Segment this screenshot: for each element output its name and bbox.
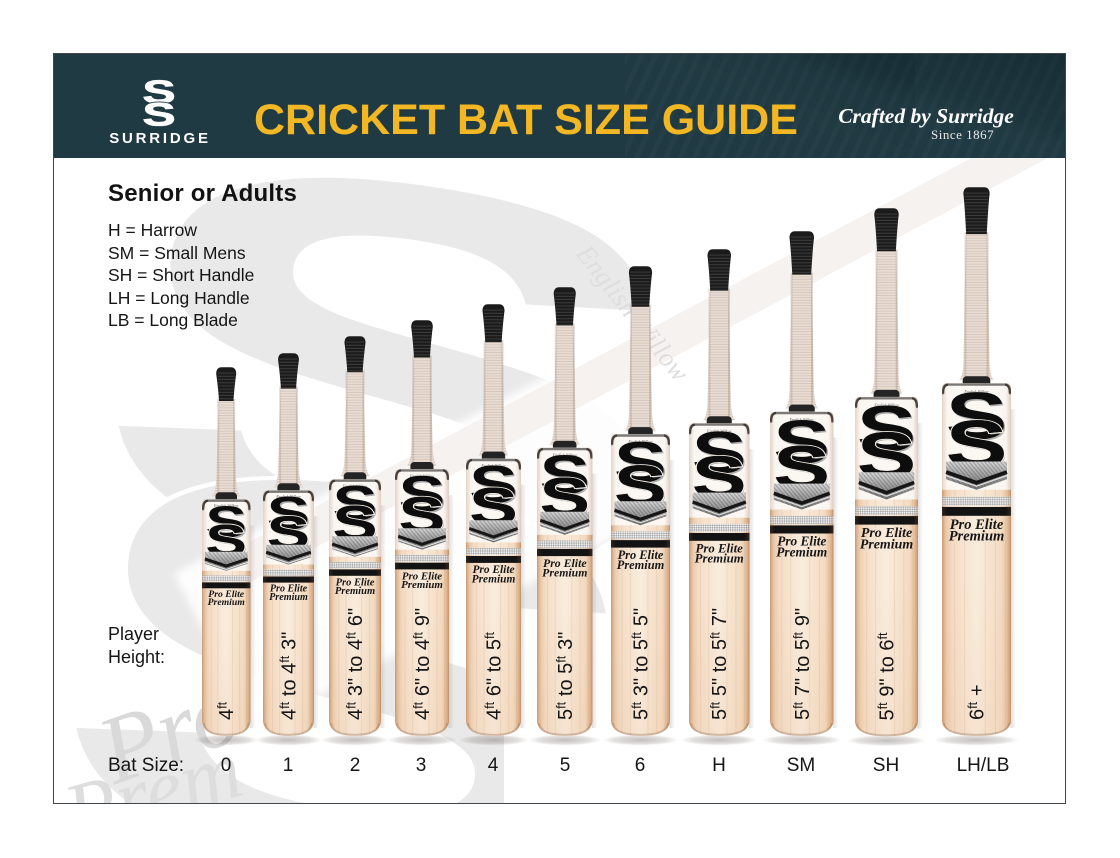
svg-text:S: S bbox=[333, 478, 378, 532]
svg-text:S: S bbox=[398, 466, 445, 522]
svg-text:English Willow: English Willow bbox=[341, 483, 367, 488]
svg-text:S: S bbox=[205, 497, 246, 547]
svg-text:English Willow: English Willow bbox=[788, 417, 814, 422]
svg-text:English Willow: English Willow bbox=[873, 402, 899, 407]
svg-text:English Willow: English Willow bbox=[275, 494, 301, 499]
svg-text:Pro Elite: Pro Elite bbox=[335, 577, 374, 588]
svg-text:Premium: Premium bbox=[471, 573, 515, 585]
svg-text:S: S bbox=[946, 379, 1008, 454]
svg-text:S: S bbox=[774, 409, 831, 478]
svg-text:Premium: Premium bbox=[269, 592, 308, 603]
svg-text:5ft to 5ft 3": 5ft to 5ft 3" bbox=[554, 632, 577, 720]
svg-text:English Willow: English Willow bbox=[213, 503, 239, 508]
svg-text:S: S bbox=[399, 467, 446, 523]
svg-text:S: S bbox=[268, 488, 311, 540]
svg-text:S: S bbox=[692, 420, 747, 486]
svg-text:English Willow: English Willow bbox=[408, 473, 434, 478]
svg-text:Premium: Premium bbox=[695, 552, 744, 566]
svg-text:4ft 6" to 5ft: 4ft 6" to 5ft bbox=[483, 631, 506, 720]
svg-text:Pro Elite: Pro Elite bbox=[617, 548, 663, 562]
svg-text:Premium: Premium bbox=[949, 529, 1005, 545]
svg-text:English Willow: English Willow bbox=[627, 439, 653, 444]
svg-text:Pro Elite: Pro Elite bbox=[860, 526, 911, 541]
svg-text:S: S bbox=[540, 444, 590, 505]
svg-text:5ft 5" to 5ft 7": 5ft 5" to 5ft 7" bbox=[709, 608, 732, 720]
svg-text:S: S bbox=[615, 431, 668, 496]
svg-text:Pro Elite: Pro Elite bbox=[696, 541, 744, 555]
svg-text:Premium: Premium bbox=[616, 558, 664, 572]
svg-text:S: S bbox=[773, 407, 830, 476]
svg-text:S: S bbox=[470, 458, 519, 516]
svg-text:Premium: Premium bbox=[401, 579, 443, 591]
svg-text:4ft 6" to 4ft 9": 4ft 6" to 4ft 9" bbox=[411, 608, 434, 720]
svg-text:S: S bbox=[947, 381, 1009, 456]
svg-text:5ft 9" to 6ft: 5ft 9" to 6ft bbox=[876, 631, 899, 720]
svg-text:Premium: Premium bbox=[776, 544, 827, 559]
svg-text:Pro Elite: Pro Elite bbox=[543, 556, 587, 570]
svg-text:Pro Elite: Pro Elite bbox=[950, 517, 1004, 533]
svg-text:English Willow: English Willow bbox=[963, 389, 989, 394]
svg-text:S: S bbox=[266, 487, 309, 539]
svg-text:Pro Elite: Pro Elite bbox=[777, 534, 826, 549]
svg-text:S: S bbox=[858, 395, 917, 466]
svg-text:4ft: 4ft bbox=[215, 701, 238, 720]
svg-text:S: S bbox=[614, 430, 667, 495]
svg-text:Premium: Premium bbox=[542, 565, 587, 579]
svg-text:Pro Elite: Pro Elite bbox=[269, 584, 307, 595]
svg-text:S: S bbox=[693, 421, 748, 487]
svg-text:Premium: Premium bbox=[859, 537, 912, 552]
svg-text:English Willow: English Willow bbox=[706, 428, 732, 433]
svg-text:S: S bbox=[692, 444, 747, 510]
svg-text:English Willow: English Willow bbox=[480, 463, 506, 468]
svg-text:4ft to 4ft 3": 4ft to 4ft 3" bbox=[278, 632, 301, 720]
svg-text:S: S bbox=[856, 393, 915, 464]
svg-text:Premium: Premium bbox=[207, 597, 245, 608]
svg-text:Pro Elite: Pro Elite bbox=[208, 589, 244, 600]
svg-text:S: S bbox=[469, 456, 518, 514]
svg-text:English Willow: English Willow bbox=[552, 452, 578, 457]
svg-text:Premium: Premium bbox=[334, 586, 374, 597]
svg-text:S: S bbox=[207, 498, 248, 548]
svg-text:S: S bbox=[142, 96, 175, 132]
svg-text:4ft 3" to 4ft 6": 4ft 3" to 4ft 6" bbox=[344, 608, 367, 720]
svg-text:S: S bbox=[332, 477, 377, 531]
svg-text:Pro Elite: Pro Elite bbox=[472, 564, 514, 576]
svg-text:5ft 3" to 5ft 5": 5ft 3" to 5ft 5" bbox=[630, 608, 653, 720]
svg-text:S: S bbox=[142, 74, 175, 110]
svg-text:S: S bbox=[142, 96, 175, 132]
svg-text:6ft +: 6ft + bbox=[966, 684, 989, 720]
svg-text:Pro Elite: Pro Elite bbox=[401, 570, 441, 582]
svg-text:S: S bbox=[541, 445, 591, 506]
svg-text:5ft 7" to 5ft 9": 5ft 7" to 5ft 9" bbox=[791, 608, 814, 720]
